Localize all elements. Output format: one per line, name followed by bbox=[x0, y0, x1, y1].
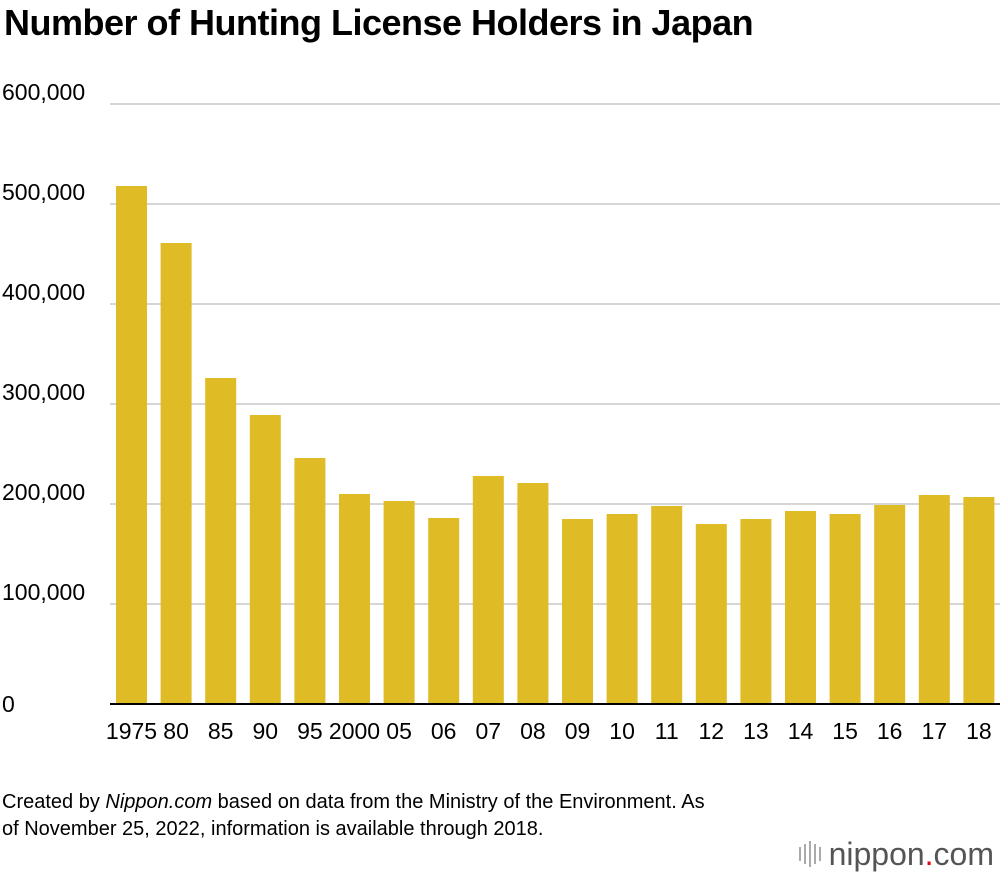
chart-title: Number of Hunting License Holders in Jap… bbox=[4, 2, 754, 43]
y-tick-label: 500,000 bbox=[2, 179, 85, 205]
source-name: Nippon.com bbox=[105, 791, 213, 813]
bar-05 bbox=[383, 501, 415, 704]
y-tick-label: 200,000 bbox=[2, 479, 85, 505]
bar-07 bbox=[472, 476, 504, 704]
x-tick-label: 80 bbox=[163, 718, 189, 744]
x-tick-label: 16 bbox=[877, 718, 903, 744]
x-axis-ticks: 1975 80 85 90 95 2000 05 06 07 08 09 10 11 12 13 14 15 16… bbox=[106, 718, 992, 744]
x-tick-label: 90 bbox=[253, 718, 279, 744]
nippon-logo: nippon. com bbox=[798, 835, 994, 872]
bar-2000 bbox=[339, 494, 370, 704]
bar-09 bbox=[562, 519, 593, 704]
x-tick-label: 1975 bbox=[106, 718, 157, 744]
logo-name: nippon bbox=[828, 835, 925, 872]
bar-08 bbox=[517, 483, 549, 704]
bar-90 bbox=[249, 415, 281, 704]
x-tick-label: 95 bbox=[297, 718, 323, 744]
x-tick-label: 15 bbox=[832, 718, 858, 744]
bar-12 bbox=[695, 524, 727, 704]
source-suffix: based on data from the Ministry of the E… bbox=[2, 791, 705, 840]
x-tick-label: 06 bbox=[431, 718, 457, 744]
bar-chart: 0 100,000 200,000 300,000 400,000 500,000 600,… bbox=[2, 79, 1000, 744]
bar-06 bbox=[428, 518, 460, 704]
logo-tld: com bbox=[933, 835, 994, 872]
x-tick-label: 12 bbox=[699, 718, 725, 744]
bar-13 bbox=[740, 519, 772, 704]
bar-85 bbox=[205, 378, 237, 704]
bar-10 bbox=[606, 514, 638, 704]
x-tick-label: 13 bbox=[743, 718, 769, 744]
x-tick-label: 2000 bbox=[329, 718, 380, 744]
source-prefix: Created by bbox=[2, 791, 106, 813]
x-tick-label: 17 bbox=[922, 718, 948, 744]
bar-18 bbox=[963, 497, 995, 704]
gridlines bbox=[110, 103, 1000, 605]
bar-16 bbox=[874, 505, 906, 704]
bar-1975 bbox=[116, 186, 147, 704]
bar-11 bbox=[651, 506, 683, 704]
bar-95 bbox=[294, 458, 326, 704]
y-axis-ticks: 0 100,000 200,000 300,000 400,000 500,000 600,… bbox=[2, 79, 85, 717]
x-tick-label: 05 bbox=[386, 718, 412, 744]
y-tick-label: 600,000 bbox=[2, 79, 85, 105]
source-note: Created by Nippon.com based on data from… bbox=[2, 789, 722, 843]
bar-15 bbox=[829, 514, 861, 704]
x-tick-label: 09 bbox=[565, 718, 591, 744]
x-tick-label: 08 bbox=[520, 718, 546, 744]
x-tick-label: 85 bbox=[208, 718, 234, 744]
y-tick-label: 0 bbox=[2, 691, 15, 717]
x-tick-label: 07 bbox=[476, 718, 502, 744]
bar-17 bbox=[918, 495, 950, 704]
bar-80 bbox=[160, 243, 192, 704]
bar-14 bbox=[785, 511, 816, 704]
y-tick-label: 100,000 bbox=[2, 579, 85, 605]
bars bbox=[116, 186, 995, 704]
x-tick-label: 11 bbox=[655, 718, 679, 744]
y-tick-label: 400,000 bbox=[2, 279, 85, 305]
y-tick-label: 300,000 bbox=[2, 379, 85, 405]
logo-dot: . bbox=[924, 835, 934, 872]
x-tick-label: 10 bbox=[609, 718, 635, 744]
x-tick-label: 14 bbox=[788, 718, 814, 744]
x-tick-label: 18 bbox=[966, 718, 992, 744]
logo-bars-icon bbox=[798, 841, 821, 867]
